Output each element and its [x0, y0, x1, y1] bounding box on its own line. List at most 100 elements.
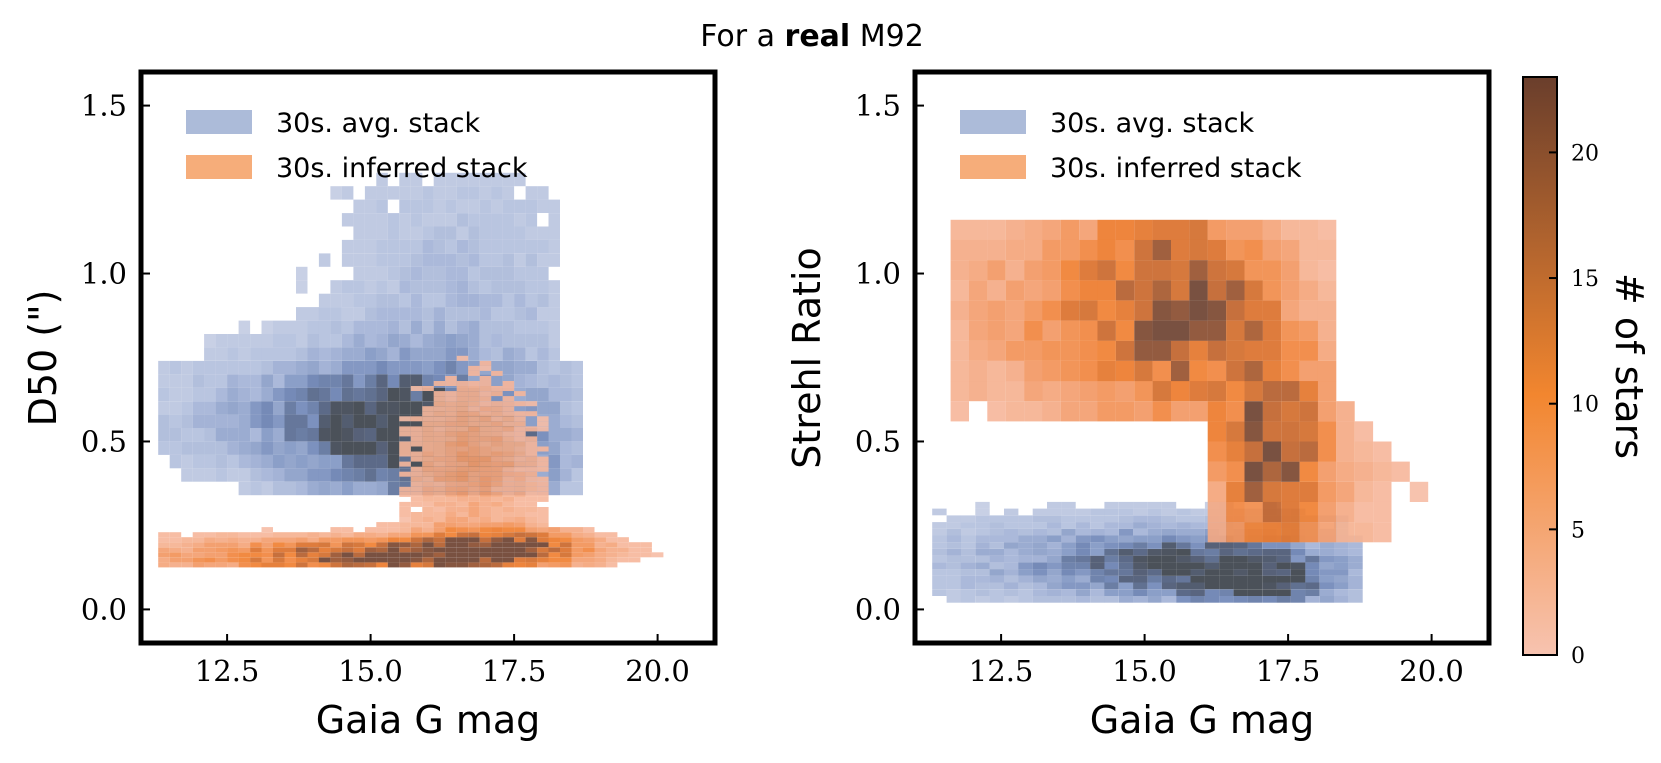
right-avg-bin [1334, 555, 1349, 563]
left-avg-bin [250, 414, 262, 428]
right-avg-bin [1276, 562, 1291, 570]
left-inferred-bin [468, 491, 480, 497]
left-inferred-bin [445, 522, 457, 528]
left-inferred-bin [514, 547, 526, 553]
left-avg-bin [341, 293, 354, 308]
left-avg-bin [548, 253, 560, 267]
right-avg-bin [1219, 589, 1234, 596]
left-avg-bin [215, 360, 228, 375]
left-inferred-bin [433, 522, 446, 528]
left-avg-bin [353, 481, 365, 496]
left-avg-bin [525, 307, 538, 321]
right-inferred-bin [1079, 381, 1098, 402]
left-avg-bin [491, 307, 503, 321]
left-inferred-bin [560, 557, 572, 563]
left-inferred-bin [456, 537, 469, 543]
left-avg-bin [548, 414, 560, 428]
left-inferred-bin [479, 406, 492, 412]
left-inferred-bin [422, 562, 434, 568]
right-avg-bin [1018, 515, 1033, 523]
left-avg-bin [330, 320, 342, 334]
left-inferred-bin [353, 552, 365, 558]
left-avg-bin [468, 266, 480, 281]
left-inferred-bin [445, 376, 457, 381]
left-inferred-bin [525, 542, 538, 548]
right-inferred-bin [1189, 320, 1208, 341]
left-inferred-bin [456, 421, 469, 427]
left-inferred-bin [468, 532, 480, 538]
left-inferred-bin [376, 527, 388, 533]
left-inferred-bin [537, 446, 549, 452]
left-avg-bin [353, 428, 365, 442]
left-inferred-bin [341, 527, 354, 533]
left-inferred-bin [433, 501, 446, 507]
left-avg-bin [353, 401, 365, 415]
right-avg-bin [1334, 562, 1349, 570]
left-inferred-bin [353, 532, 365, 538]
left-inferred-bin [502, 547, 515, 553]
left-avg-bin [514, 280, 526, 294]
right-avg-bin [1004, 508, 1019, 516]
left-avg-bin [387, 226, 400, 240]
left-inferred-bin [456, 411, 469, 417]
left-inferred-bin [422, 517, 434, 522]
right-inferred-bin [1171, 219, 1190, 240]
left-inferred-bin [514, 481, 526, 487]
left-inferred-bin [468, 476, 480, 482]
right-avg-bin [1319, 555, 1334, 563]
right-avg-bin [946, 528, 961, 536]
right-avg-bin [1118, 542, 1134, 549]
colorbar-tick-label: 0 [1571, 644, 1585, 669]
left-avg-bin [376, 481, 388, 496]
left-avg-bin [502, 360, 515, 375]
left-avg-bin [192, 374, 205, 388]
right-avg-bin [1348, 555, 1363, 563]
right-avg-bin [1075, 549, 1090, 556]
left-inferred-bin [571, 562, 583, 568]
right-inferred-bin [969, 219, 988, 240]
left-avg-bin [525, 414, 538, 428]
left-inferred-bin [376, 547, 388, 553]
left-inferred-bin [514, 496, 526, 502]
left-avg-bin [364, 414, 377, 428]
left-avg-bin [410, 334, 423, 348]
left-inferred-bin [456, 355, 469, 361]
right-avg-bin [1118, 535, 1134, 543]
left-inferred-bin [387, 562, 400, 568]
left-inferred-bin [227, 537, 239, 543]
right-avg-bin [989, 535, 1004, 543]
left-inferred-bin [502, 446, 515, 452]
right-inferred-bin [1354, 461, 1374, 482]
x-tick-label: 17.5 [482, 654, 547, 688]
left-inferred-bin [433, 396, 446, 402]
right-avg-bin [1133, 542, 1148, 549]
left-inferred-bin [318, 547, 331, 553]
left-inferred-bin [399, 507, 411, 512]
left-avg-bin [456, 347, 469, 361]
right-avg-bin [975, 596, 990, 603]
right-inferred-bin [969, 381, 988, 402]
left-inferred-bin [399, 486, 411, 492]
left-avg-bin [158, 441, 170, 455]
left-inferred-bin [158, 542, 170, 548]
right-avg-bin [1348, 582, 1363, 590]
right-avg-bin [1334, 569, 1349, 576]
left-inferred-bin [192, 537, 205, 543]
right-inferred-bin [1373, 522, 1392, 543]
left-avg-bin [238, 481, 251, 496]
left-avg-bin [525, 199, 538, 213]
left-avg-bin [227, 401, 239, 415]
left-avg-bin [560, 441, 572, 455]
left-inferred-bin [376, 532, 388, 538]
left-inferred-bin [422, 507, 434, 512]
left-inferred-bin [537, 507, 549, 512]
left-inferred-bin [560, 537, 572, 543]
left-avg-bin [341, 387, 354, 402]
left-inferred-bin [410, 501, 423, 507]
y-tick-label: 1.5 [855, 89, 901, 123]
right-inferred-bin [1097, 219, 1116, 240]
left-inferred-bin [479, 456, 492, 462]
left-avg-bin [548, 441, 560, 455]
left-inferred-bin [456, 527, 469, 533]
right-avg-bin [1032, 555, 1047, 563]
